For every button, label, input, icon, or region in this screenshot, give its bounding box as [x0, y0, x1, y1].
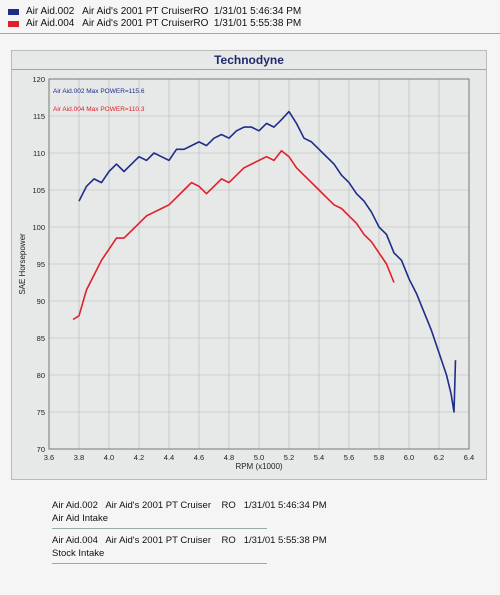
y-tick-label: 95	[37, 260, 45, 269]
note-2-line-2: Stock Intake	[52, 548, 105, 559]
x-tick-label: 4.0	[104, 453, 114, 462]
note-2-divider	[52, 563, 267, 564]
top-legend: Air Aid.002 Air Aid's 2001 PT CruiserRO …	[8, 6, 301, 30]
note-1-divider	[52, 528, 267, 529]
y-tick-label: 75	[37, 408, 45, 417]
header-divider	[0, 33, 500, 34]
note-1-line-1: Air Aid.002 Air Aid's 2001 PT Cruiser RO…	[52, 500, 327, 511]
legend-swatch-red	[8, 21, 19, 27]
chart-title: Technodyne	[214, 53, 284, 67]
x-tick-label: 5.8	[374, 453, 384, 462]
x-tick-label: 5.6	[344, 453, 354, 462]
x-tick-label: 4.2	[134, 453, 144, 462]
chart-grid	[48, 78, 470, 450]
y-tick-label: 110	[33, 149, 45, 158]
note-1-line-2: Air Aid Intake	[52, 513, 108, 524]
x-tick-label: 4.8	[224, 453, 234, 462]
y-tick-label: 90	[37, 297, 45, 306]
x-tick-label: 3.6	[44, 453, 54, 462]
run-notes: Air Aid.002 Air Aid's 2001 PT Cruiser RO…	[52, 500, 327, 570]
series-line-air-aid-002	[78, 110, 457, 413]
annotation-max-power-1: Air Aid.002 Max POWER=115.6	[53, 88, 145, 95]
chart-lines	[72, 110, 457, 413]
dyno-chart: 3.6 3.8 4.0 4.2 4.4 4.6 4.8 5.0 5.2 5.4 5.6 5.8 6.0 6…	[18, 75, 474, 471]
legend-row-2: Air Aid.004 Air Aid's 2001 PT CruiserRO …	[8, 18, 301, 30]
x-tick-label: 5.4	[314, 453, 324, 462]
note-block-1: Air Aid.002 Air Aid's 2001 PT Cruiser RO…	[52, 500, 327, 529]
x-tick-label: 5.2	[284, 453, 294, 462]
y-tick-label: 100	[32, 223, 45, 232]
chart-axes: 3.6 3.8 4.0 4.2 4.4 4.6 4.8 5.0 5.2 5.4 5.6 5.8 6.0 6…	[32, 75, 474, 462]
x-tick-label: 5.0	[254, 453, 264, 462]
annotation-max-power-2: Air Aid.004 Max POWER=110.3	[53, 106, 145, 113]
x-tick-label: 6.4	[464, 453, 474, 462]
x-tick-label: 4.4	[164, 453, 174, 462]
chart-panel: Technodyne 3.6 3.8 4.0 4.2 4.4 4.6 4.8 5.0 5.2 5.…	[11, 50, 487, 480]
y-tick-label: 70	[37, 445, 45, 454]
x-tick-label: 6.2	[434, 453, 444, 462]
y-tick-label: 120	[32, 75, 45, 84]
x-tick-label: 6.0	[404, 453, 414, 462]
series-line-air-aid-004	[72, 150, 395, 321]
legend-row-1: Air Aid.002 Air Aid's 2001 PT CruiserRO …	[8, 6, 301, 18]
x-tick-label: 3.8	[74, 453, 84, 462]
note-block-2: Air Aid.004 Air Aid's 2001 PT Cruiser RO…	[52, 535, 327, 564]
plot-frame	[48, 78, 470, 450]
legend-label-2: Air Aid.004 Air Aid's 2001 PT CruiserRO …	[26, 18, 302, 29]
note-2-line-1: Air Aid.004 Air Aid's 2001 PT Cruiser RO…	[52, 535, 327, 546]
y-tick-label: 80	[37, 371, 45, 380]
y-tick-label: 105	[32, 186, 45, 195]
y-tick-label: 115	[33, 112, 45, 121]
legend-swatch-blue	[8, 9, 19, 15]
legend-label-1: Air Aid.002 Air Aid's 2001 PT CruiserRO …	[26, 6, 302, 17]
title-divider	[12, 69, 486, 70]
y-axis-label: SAE Horsepower	[18, 233, 27, 295]
x-tick-label: 4.6	[194, 453, 204, 462]
y-tick-label: 85	[37, 334, 45, 343]
x-axis-label: RPM (x1000)	[235, 462, 282, 471]
